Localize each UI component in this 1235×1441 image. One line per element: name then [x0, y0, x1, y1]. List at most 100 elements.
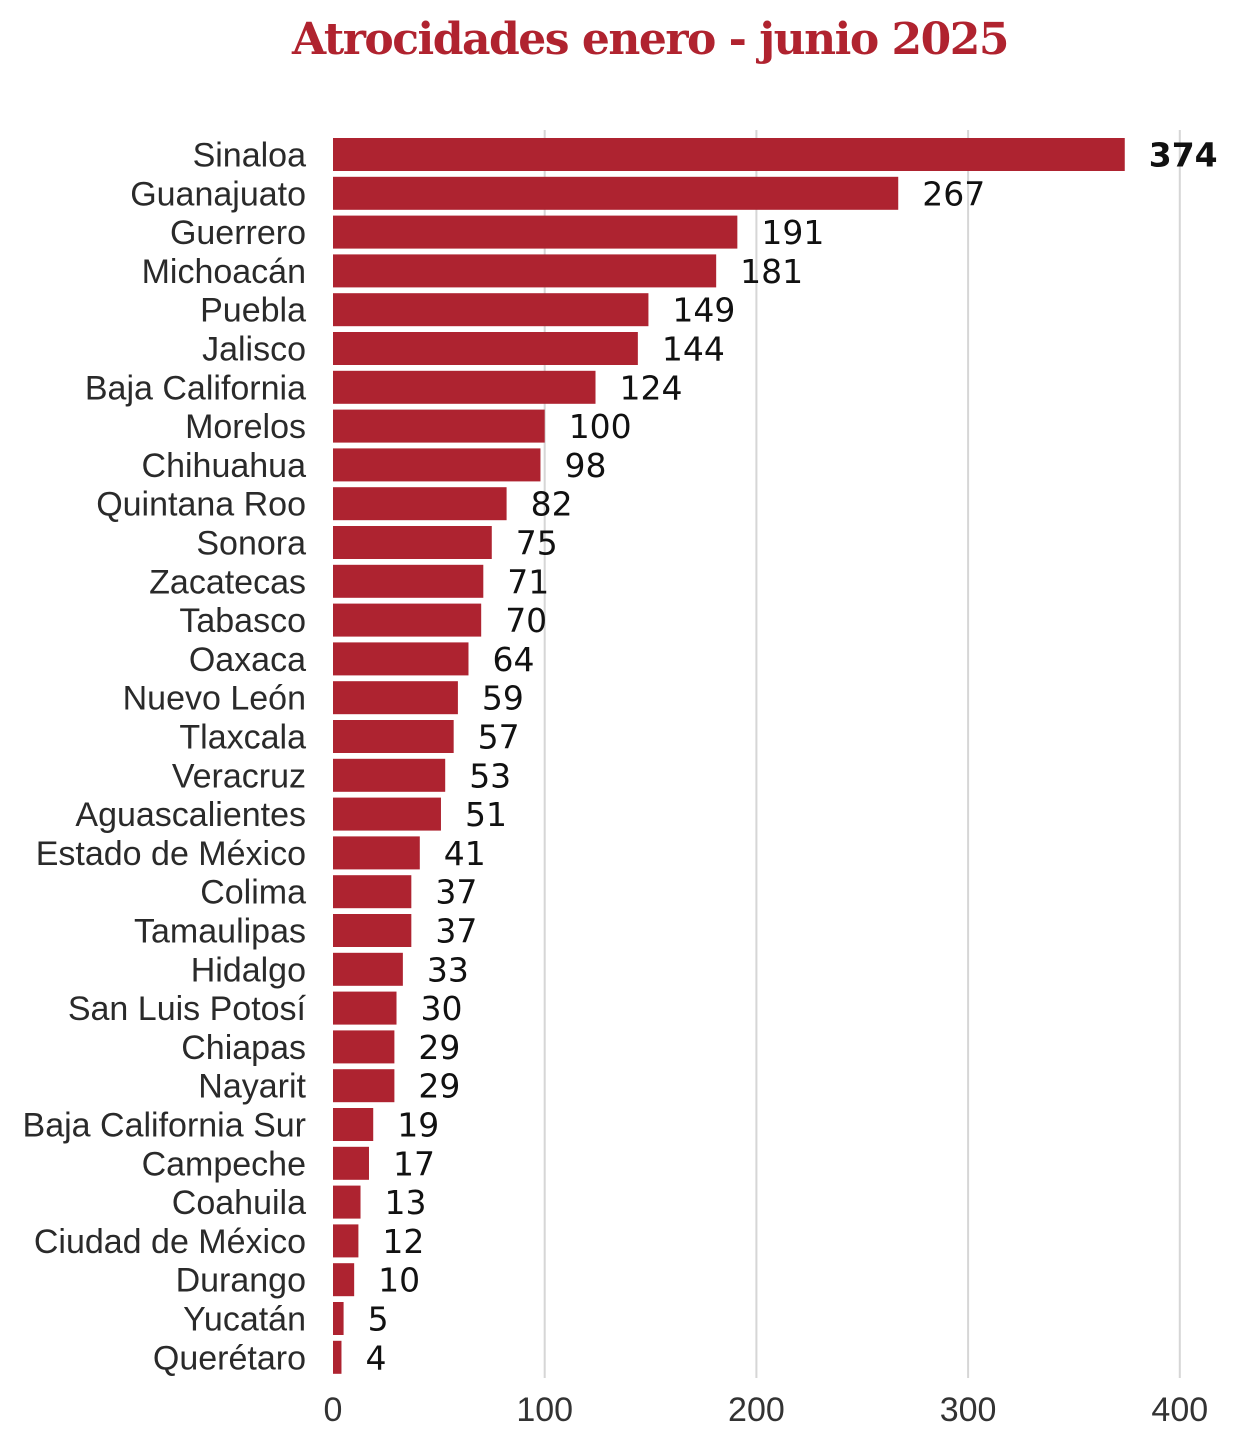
value-labels: 3742671911811491441241009882757170645957…: [365, 136, 1217, 1378]
category-label: Sonora: [196, 525, 306, 563]
bar: [333, 448, 541, 482]
data-label: 82: [531, 485, 573, 524]
bar: [333, 564, 484, 598]
data-label: 5: [368, 1300, 389, 1339]
category-label: Tamaulipas: [134, 913, 306, 951]
data-label: 17: [393, 1144, 435, 1183]
bar: [333, 526, 492, 559]
bar: [333, 1108, 374, 1141]
bar: [333, 758, 446, 792]
category-label: Morelos: [185, 408, 306, 446]
x-axis-ticks: 0 100 200 300 400: [324, 1391, 1209, 1429]
data-label: 57: [478, 718, 520, 757]
bars: [333, 138, 1125, 1374]
data-label: 98: [564, 446, 606, 485]
data-label: 70: [505, 601, 547, 640]
bar: [333, 991, 397, 1025]
category-label: Aguascalientes: [75, 796, 306, 834]
bar: [333, 914, 412, 947]
category-label: Puebla: [200, 292, 306, 330]
bar: [333, 1224, 359, 1258]
x-tick-label: 100: [516, 1391, 573, 1429]
data-label: 124: [620, 368, 683, 407]
bar: [333, 332, 638, 365]
category-label: Colima: [200, 874, 306, 912]
bar: [333, 952, 403, 986]
data-label: 374: [1149, 136, 1218, 175]
category-label: Campeche: [142, 1145, 306, 1183]
bar: [333, 215, 738, 249]
data-label: 191: [761, 213, 824, 252]
bar: [333, 1263, 355, 1297]
category-label: Yucatán: [183, 1301, 306, 1339]
data-label: 149: [672, 291, 735, 330]
bar: [333, 875, 412, 909]
bar: [333, 1340, 342, 1374]
bar: [333, 642, 469, 676]
category-label: Tabasco: [179, 602, 306, 640]
bar: [333, 370, 596, 404]
data-label: 12: [382, 1222, 424, 1261]
category-label: Chihuahua: [142, 447, 307, 485]
category-label: Quintana Roo: [96, 486, 306, 524]
data-label: 37: [435, 912, 477, 951]
data-label: 13: [385, 1183, 427, 1222]
category-label: Zacatecas: [149, 563, 306, 601]
bar: [333, 254, 717, 288]
x-tick-label: 0: [324, 1391, 343, 1429]
data-label: 75: [516, 524, 558, 563]
data-label: 53: [469, 756, 511, 795]
bar: [333, 1302, 344, 1335]
bar: [333, 603, 482, 637]
category-label: Estado de México: [36, 835, 306, 873]
data-label: 33: [427, 950, 469, 989]
category-labels: SinaloaGuanajuatoGuerreroMichoacánPuebla…: [23, 137, 307, 1378]
category-label: Nuevo León: [123, 680, 306, 718]
chart-title: Atrocidades enero - junio 2025: [292, 14, 1010, 65]
data-label: 144: [662, 330, 725, 369]
data-label: 51: [465, 795, 507, 834]
category-label: Ciudad de México: [34, 1223, 306, 1261]
bar: [333, 1030, 395, 1064]
category-label: Baja California: [85, 369, 306, 407]
data-label: 4: [365, 1338, 386, 1377]
bar: [333, 487, 507, 521]
category-label: Jalisco: [202, 331, 306, 369]
bar: [333, 720, 454, 753]
bar: [333, 1069, 395, 1103]
category-label: Chiapas: [181, 1029, 306, 1067]
category-label: San Luis Potosí: [68, 990, 307, 1028]
bar: [333, 1185, 361, 1219]
bar: [333, 176, 899, 210]
category-label: Michoacán: [142, 253, 306, 291]
data-label: 64: [492, 640, 534, 679]
data-label: 19: [397, 1106, 439, 1145]
bar: [333, 138, 1125, 171]
x-tick-label: 400: [1151, 1391, 1208, 1429]
bar: [333, 409, 545, 443]
data-label: 181: [740, 252, 803, 291]
data-label: 29: [418, 1028, 460, 1067]
category-label: Tlaxcala: [179, 719, 306, 757]
x-tick-label: 200: [728, 1391, 785, 1429]
category-label: Querétaro: [153, 1339, 306, 1377]
data-label: 37: [435, 873, 477, 912]
bar: [333, 797, 441, 831]
category-label: Hidalgo: [191, 951, 306, 989]
category-label: Durango: [176, 1262, 306, 1300]
category-label: Nayarit: [198, 1068, 306, 1106]
category-label: Veracruz: [172, 757, 306, 795]
data-label: 267: [922, 174, 985, 213]
data-label: 10: [378, 1261, 420, 1300]
data-label: 71: [507, 562, 549, 601]
category-label: Baja California Sur: [23, 1107, 306, 1145]
data-label: 59: [482, 679, 524, 718]
x-tick-label: 300: [940, 1391, 997, 1429]
bar: [333, 293, 649, 327]
bar: [333, 836, 420, 870]
bar: [333, 681, 458, 715]
category-label: Sinaloa: [193, 137, 307, 175]
category-label: Oaxaca: [189, 641, 306, 679]
category-label: Guanajuato: [130, 175, 306, 213]
bar: [333, 1146, 369, 1180]
